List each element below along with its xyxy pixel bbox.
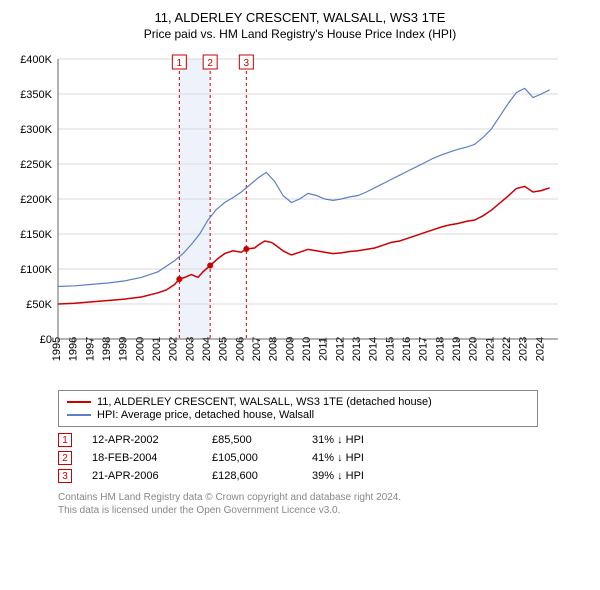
x-tick-label: 2009 [284, 337, 296, 361]
x-tick-label: 2023 [518, 337, 530, 361]
event-row: 3 21-APR-2006 £128,600 39% ↓ HPI [58, 469, 592, 483]
event-price: £85,500 [212, 434, 292, 446]
event-marker-label: 3 [244, 58, 250, 69]
y-tick-label: £200K [20, 194, 52, 206]
x-tick-label: 2021 [484, 337, 496, 361]
x-tick-label: 2003 [184, 337, 196, 361]
event-date: 18-FEB-2004 [92, 452, 192, 464]
event-row: 1 12-APR-2002 £85,500 31% ↓ HPI [58, 433, 592, 447]
x-tick-label: 2007 [251, 337, 263, 361]
x-tick-label: 2002 [168, 337, 180, 361]
x-tick-label: 2005 [218, 337, 230, 361]
chart-subtitle: Price paid vs. HM Land Registry's House … [8, 27, 592, 41]
footer-attribution: Contains HM Land Registry data © Crown c… [58, 491, 592, 517]
x-tick-label: 2022 [501, 337, 513, 361]
event-diff: 39% ↓ HPI [312, 470, 364, 482]
event-row: 2 18-FEB-2004 £105,000 41% ↓ HPI [58, 451, 592, 465]
event-table: 1 12-APR-2002 £85,500 31% ↓ HPI 2 18-FEB-2004… [58, 433, 592, 483]
x-tick-label: 2011 [318, 337, 330, 361]
chart-container: £0£50K£100K£150K£200K£250K£300K£350K£400… [8, 49, 592, 384]
line-chart: £0£50K£100K£150K£200K£250K£300K£350K£400… [8, 49, 568, 384]
y-tick-label: £300K [20, 124, 52, 136]
y-tick-label: £50K [26, 299, 52, 311]
legend-row: HPI: Average price, detached house, Wals… [67, 409, 529, 421]
series-marker [243, 246, 249, 252]
x-tick-label: 2017 [418, 337, 430, 361]
event-date: 21-APR-2006 [92, 470, 192, 482]
x-tick-label: 2008 [268, 337, 280, 361]
legend-swatch [67, 401, 91, 403]
legend-label: 11, ALDERLEY CRESCENT, WALSALL, WS3 1TE … [97, 396, 432, 408]
x-tick-label: 2006 [234, 337, 246, 361]
event-marker-label: 1 [177, 58, 183, 69]
y-tick-label: £400K [20, 54, 52, 66]
event-price: £105,000 [212, 452, 292, 464]
x-tick-label: 2019 [451, 337, 463, 361]
event-diff: 41% ↓ HPI [312, 452, 364, 464]
x-tick-label: 2014 [368, 337, 380, 361]
legend-label: HPI: Average price, detached house, Wals… [97, 409, 314, 421]
series-property [58, 186, 550, 304]
x-tick-label: 1995 [51, 337, 63, 361]
x-tick-label: 2013 [351, 337, 363, 361]
y-tick-label: £350K [20, 89, 52, 101]
y-tick-label: £100K [20, 264, 52, 276]
event-marker: 1 [58, 433, 72, 447]
event-price: £128,600 [212, 470, 292, 482]
x-tick-label: 1996 [68, 337, 80, 361]
event-date: 12-APR-2002 [92, 434, 192, 446]
x-tick-label: 2016 [401, 337, 413, 361]
series-marker [176, 276, 182, 282]
footer-line: Contains HM Land Registry data © Crown c… [58, 491, 592, 504]
series-hpi [58, 88, 550, 286]
event-diff: 31% ↓ HPI [312, 434, 364, 446]
x-tick-label: 1998 [101, 337, 113, 361]
series-marker [207, 263, 213, 269]
x-tick-label: 2018 [434, 337, 446, 361]
chart-title: 11, ALDERLEY CRESCENT, WALSALL, WS3 1TE [8, 10, 592, 25]
x-tick-label: 2012 [334, 337, 346, 361]
event-marker: 2 [58, 451, 72, 465]
footer-line: This data is licensed under the Open Gov… [58, 504, 592, 517]
x-tick-label: 2001 [151, 337, 163, 361]
event-marker: 3 [58, 469, 72, 483]
x-tick-label: 2010 [301, 337, 313, 361]
legend-swatch [67, 414, 91, 416]
x-tick-label: 2004 [201, 337, 213, 361]
x-tick-label: 2000 [134, 337, 146, 361]
x-tick-label: 1997 [84, 337, 96, 361]
x-tick-label: 2024 [534, 337, 546, 361]
legend-row: 11, ALDERLEY CRESCENT, WALSALL, WS3 1TE … [67, 396, 529, 408]
event-marker-label: 2 [207, 58, 213, 69]
legend: 11, ALDERLEY CRESCENT, WALSALL, WS3 1TE … [58, 390, 538, 427]
x-tick-label: 2015 [384, 337, 396, 361]
x-tick-label: 1999 [118, 337, 130, 361]
y-tick-label: £150K [20, 229, 52, 241]
y-tick-label: £250K [20, 159, 52, 171]
x-tick-label: 2020 [468, 337, 480, 361]
